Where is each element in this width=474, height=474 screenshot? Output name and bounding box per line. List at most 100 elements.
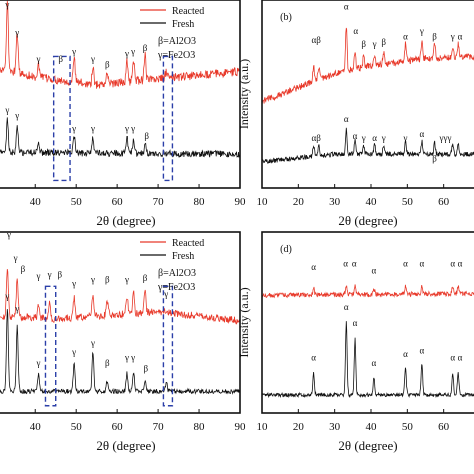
peak-label: α: [458, 353, 463, 363]
peak-label: α: [403, 349, 408, 359]
peak-label: γ: [90, 338, 95, 348]
peak-label: β: [381, 37, 386, 47]
y-axis-label: Intensity (a.u.): [237, 287, 251, 357]
phase-note: γ=Fe2O3: [157, 50, 195, 61]
series-line-lower: [262, 127, 474, 165]
peak-label: α: [420, 129, 425, 139]
peak-label: α: [353, 26, 358, 36]
axis-frame: [0, 0, 241, 189]
legend-entry: Fresh: [172, 251, 194, 262]
peak-label: α: [458, 31, 463, 41]
x-tick-label: 10: [257, 421, 269, 433]
peak-label: γ: [372, 39, 377, 49]
peak-label: γ: [90, 275, 95, 285]
highlight-box: [44, 285, 57, 407]
peak-label: α: [372, 266, 377, 276]
x-axis-label: 2θ (degree): [96, 213, 155, 228]
x-tick-label: 70: [153, 196, 165, 208]
peak-label: γ: [361, 133, 366, 143]
peak-label: β: [144, 363, 149, 373]
peak-label: α: [344, 302, 349, 312]
x-tick-label: 80: [194, 421, 206, 433]
legend-entry: Reacted: [172, 6, 204, 17]
series-line-fresh: [0, 117, 240, 158]
peak-label: γ: [130, 124, 135, 134]
peak-label: γ: [90, 54, 95, 64]
peak-label: γ: [403, 133, 408, 143]
peak-label: α: [372, 358, 377, 368]
peak-label: β: [105, 358, 110, 368]
peak-label: γ: [71, 124, 76, 134]
axis-frame: [0, 231, 241, 414]
x-tick-label: 50: [402, 421, 414, 433]
series-line-upper: [262, 27, 474, 105]
peak-label: γ: [124, 353, 129, 363]
peak-label: γ: [71, 347, 76, 357]
legend-entry: Fresh: [172, 19, 194, 30]
x-axis-label: 2θ (degree): [96, 438, 155, 453]
peak-label: α: [372, 133, 377, 143]
peak-label: α: [352, 258, 357, 268]
peak-label: β: [432, 154, 437, 164]
phase-note: β=Al2O3: [158, 268, 196, 279]
peak-label: β: [105, 275, 110, 285]
x-axis-label: 2θ (degree): [338, 213, 397, 228]
x-tick-label: 90: [235, 196, 247, 208]
peak-label: γ: [13, 253, 18, 263]
x-tick-label: 80: [194, 196, 206, 208]
highlight-box: [52, 55, 71, 182]
peak-label: γ: [4, 0, 9, 10]
x-tick-label: 60: [112, 421, 124, 433]
peak-label: γ: [130, 353, 135, 363]
peak-label: γ: [4, 105, 9, 115]
x-tick-label: 60: [438, 196, 450, 208]
x-tick-label: 50: [71, 421, 83, 433]
peak-label: β: [21, 264, 26, 274]
peak-label: γ: [71, 278, 76, 288]
x-tick-label: 70: [153, 421, 165, 433]
x-tick-label: 60: [112, 196, 124, 208]
peak-label: γ: [90, 124, 95, 134]
x-tick-label: 30: [329, 421, 341, 433]
peak-label: α: [403, 258, 408, 268]
x-tick-label: 40: [30, 196, 42, 208]
peak-label: β: [432, 31, 437, 41]
peak-label: α: [344, 1, 349, 11]
x-tick-label: 40: [366, 421, 378, 433]
peak-label: γ: [124, 275, 129, 285]
axis-frame: [261, 231, 474, 414]
panel-1: γγγβγγβγγβγγγγγγβ304050607080902θ (degre…: [0, 0, 246, 228]
peak-label: αβ: [311, 133, 321, 143]
peak-label: α: [420, 258, 425, 268]
phase-note: β=Al2O3: [158, 36, 196, 47]
peak-label: α: [311, 353, 316, 363]
series-line-lower: [262, 321, 474, 399]
series-line-reacted: [0, 269, 240, 325]
x-tick-label: 40: [30, 421, 42, 433]
peak-label: β: [144, 131, 149, 141]
peak-label: α: [450, 353, 455, 363]
peak-label: γ: [6, 229, 11, 239]
peak-label: γ: [36, 358, 41, 368]
peak-label: β: [105, 60, 110, 70]
peak-label: γ: [36, 271, 41, 281]
x-axis-label: 2θ (degree): [338, 438, 397, 453]
panel-3: γγβγγβγγβγβγγγγγγγγββ304050607080902θ (d…: [0, 229, 246, 453]
series-line-reacted: [0, 0, 240, 89]
panel-label: (d): [280, 244, 292, 255]
peak-label: β: [143, 43, 148, 53]
peak-label: α: [458, 258, 463, 268]
peak-label: γ: [14, 28, 19, 38]
peak-label: αβ: [311, 35, 321, 45]
peak-label: γ: [130, 47, 135, 57]
x-tick-label: 50: [402, 196, 414, 208]
peak-label: α: [353, 131, 358, 141]
peak-label: γ: [419, 26, 424, 36]
peak-label: γ: [450, 31, 455, 41]
peak-label: α: [450, 258, 455, 268]
peak-label: γ: [14, 304, 19, 314]
peak-label: γ: [36, 54, 41, 64]
peak-label: γγγ: [439, 133, 452, 143]
